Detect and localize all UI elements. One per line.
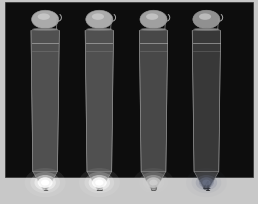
Ellipse shape — [146, 177, 161, 188]
Ellipse shape — [84, 172, 114, 193]
Ellipse shape — [140, 10, 167, 29]
Ellipse shape — [191, 172, 221, 193]
Polygon shape — [192, 31, 221, 171]
Polygon shape — [33, 171, 58, 190]
Polygon shape — [139, 31, 168, 171]
Ellipse shape — [86, 28, 112, 31]
Polygon shape — [194, 171, 219, 190]
Ellipse shape — [149, 180, 158, 186]
Polygon shape — [31, 31, 59, 171]
Ellipse shape — [92, 177, 107, 188]
Polygon shape — [85, 31, 114, 171]
Text: 3: 3 — [149, 181, 158, 194]
Ellipse shape — [38, 177, 53, 188]
Ellipse shape — [32, 28, 58, 31]
Ellipse shape — [31, 10, 59, 29]
Ellipse shape — [25, 168, 66, 197]
Ellipse shape — [30, 172, 60, 193]
Ellipse shape — [35, 175, 56, 190]
Ellipse shape — [202, 180, 211, 186]
Ellipse shape — [146, 13, 158, 20]
Polygon shape — [87, 171, 112, 190]
Ellipse shape — [38, 13, 50, 20]
Polygon shape — [141, 171, 166, 190]
Ellipse shape — [199, 177, 214, 188]
Ellipse shape — [193, 10, 220, 29]
Ellipse shape — [79, 168, 120, 197]
Ellipse shape — [196, 175, 217, 190]
Ellipse shape — [133, 168, 174, 197]
Ellipse shape — [143, 175, 164, 190]
Text: 1: 1 — [41, 181, 49, 194]
Ellipse shape — [199, 13, 211, 20]
Ellipse shape — [41, 180, 49, 186]
Ellipse shape — [89, 175, 110, 190]
Text: 2: 2 — [95, 181, 103, 194]
Ellipse shape — [86, 10, 113, 29]
Text: 4: 4 — [202, 181, 211, 194]
Ellipse shape — [139, 172, 168, 193]
Ellipse shape — [92, 13, 104, 20]
FancyBboxPatch shape — [5, 2, 253, 177]
Ellipse shape — [95, 180, 103, 186]
Ellipse shape — [141, 28, 166, 31]
Ellipse shape — [194, 28, 219, 31]
